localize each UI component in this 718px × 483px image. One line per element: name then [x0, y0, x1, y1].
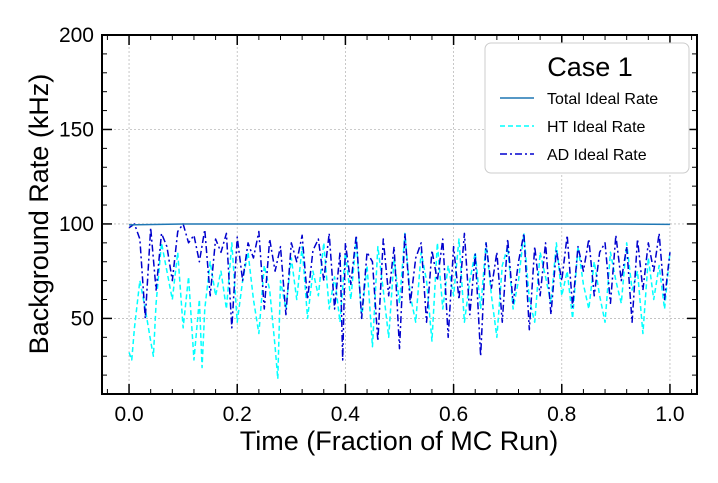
series-group: [128, 223, 671, 380]
y-axis-label: Background Rate (kHz): [24, 74, 54, 355]
series-line-ht-ideal-rate: [128, 232, 671, 380]
legend-title: Case 1: [547, 52, 633, 82]
x-tick-label: 0.4: [331, 403, 361, 426]
plot-frame: [101, 34, 698, 395]
legend-label-total: Total Ideal Rate: [547, 91, 658, 108]
legend-label-ad: AD Ideal Rate: [547, 147, 647, 164]
x-axis-label: Time (Fraction of MC Run): [240, 426, 559, 456]
legend-box: [484, 42, 690, 174]
series-line-ad-ideal-rate: [128, 223, 671, 361]
x-tick-label: 0.6: [439, 403, 468, 426]
x-tick-label: 0.8: [547, 403, 576, 426]
ticks: 0.0 0.2 0.4 0.6 0.8 1.0 50 100 150 200: [59, 24, 697, 426]
y-tick-label: 50: [71, 307, 94, 330]
y-tick-label: 150: [59, 118, 94, 141]
legend: Case 1 Total Ideal Rate HT Ideal Rate AD…: [484, 42, 690, 174]
x-tick-label: 1.0: [655, 403, 684, 426]
series-line-total-ideal-rate: [129, 223, 670, 226]
x-tick-label: 0.2: [223, 403, 252, 426]
y-tick-label: 200: [59, 24, 94, 47]
legend-label-ht: HT Ideal Rate: [547, 119, 646, 136]
x-tick-label: 0.0: [114, 403, 143, 426]
y-tick-label: 100: [59, 213, 94, 236]
